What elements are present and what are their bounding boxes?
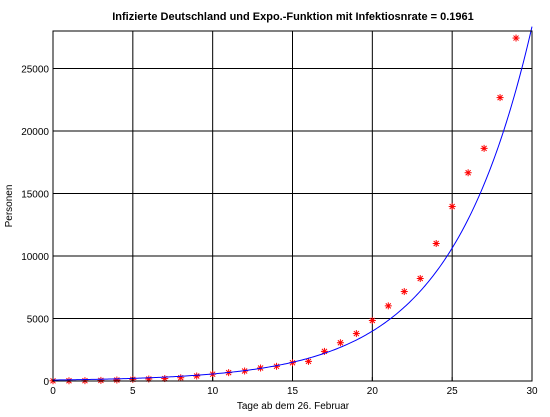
y-tick-label: 0 [43, 377, 49, 388]
data-point [193, 372, 201, 380]
grid [53, 31, 532, 381]
data-point [97, 376, 105, 384]
data-point [432, 240, 440, 248]
x-tick-label: 25 [447, 386, 459, 397]
y-tick-label: 15000 [21, 190, 49, 201]
y-tick-label: 20000 [21, 127, 49, 138]
plot-series [49, 26, 533, 385]
y-tick-label: 25000 [21, 65, 49, 76]
data-point [512, 34, 520, 42]
data-point [368, 317, 376, 325]
y-axis-label: Personen [4, 185, 15, 228]
y-tick-label: 10000 [21, 252, 49, 263]
x-tick-label: 30 [526, 386, 538, 397]
x-tick-label: 5 [130, 386, 136, 397]
x-axis-label: Tage ab dem 26. Februar [237, 401, 350, 412]
data-point [400, 288, 408, 296]
chart-title: Infizierte Deutschland und Expo.-Funktio… [112, 11, 474, 23]
data-point [416, 275, 424, 283]
data-point [480, 144, 488, 152]
data-point [336, 339, 344, 347]
x-tick-label: 10 [207, 386, 219, 397]
x-tick-label: 15 [287, 386, 299, 397]
data-point [464, 169, 472, 177]
x-tick-label: 20 [367, 386, 379, 397]
axis-ticks: 0 5 10 15 20 25 30 0 5000 10000 15000 20000 25000 [21, 65, 538, 398]
data-point [448, 203, 456, 211]
data-point [496, 94, 504, 102]
data-point [113, 376, 121, 384]
data-point [352, 330, 360, 338]
y-tick-label: 5000 [27, 315, 50, 326]
data-point [384, 302, 392, 310]
data-point [177, 374, 185, 382]
data-point [304, 357, 312, 365]
x-tick-label: 0 [50, 386, 56, 397]
